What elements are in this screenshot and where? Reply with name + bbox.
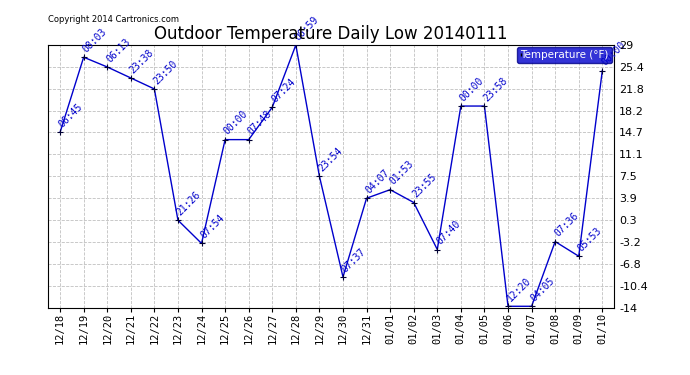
Text: 01:53: 01:53 bbox=[387, 159, 415, 187]
Text: 23:58: 23:58 bbox=[482, 75, 509, 103]
Text: 04:05: 04:05 bbox=[529, 276, 557, 303]
Text: 06:45: 06:45 bbox=[57, 102, 85, 129]
Text: 06:59: 06:59 bbox=[293, 14, 321, 42]
Legend: Temperature (°F): Temperature (°F) bbox=[518, 47, 612, 63]
Text: 07:24: 07:24 bbox=[269, 76, 297, 105]
Text: 21:26: 21:26 bbox=[175, 190, 203, 217]
Text: 07:36: 07:36 bbox=[552, 211, 580, 239]
Text: 05:53: 05:53 bbox=[576, 226, 604, 254]
Text: 07:37: 07:37 bbox=[340, 246, 368, 274]
Text: 00:00: 00:00 bbox=[600, 40, 627, 68]
Title: Outdoor Temperature Daily Low 20140111: Outdoor Temperature Daily Low 20140111 bbox=[155, 26, 508, 44]
Text: 00:00: 00:00 bbox=[458, 75, 486, 103]
Text: 07:54: 07:54 bbox=[199, 213, 226, 241]
Text: 08:03: 08:03 bbox=[81, 27, 108, 54]
Text: 04:07: 04:07 bbox=[364, 168, 391, 195]
Text: 23:50: 23:50 bbox=[152, 58, 179, 86]
Text: 07:40: 07:40 bbox=[435, 219, 462, 247]
Text: 23:55: 23:55 bbox=[411, 172, 439, 200]
Text: 07:48: 07:48 bbox=[246, 109, 274, 137]
Text: 12:20: 12:20 bbox=[505, 276, 533, 303]
Text: 06:13: 06:13 bbox=[104, 36, 132, 64]
Text: Copyright 2014 Cartronics.com: Copyright 2014 Cartronics.com bbox=[48, 15, 179, 24]
Text: 23:54: 23:54 bbox=[317, 146, 344, 174]
Text: 23:38: 23:38 bbox=[128, 47, 156, 75]
Text: 00:00: 00:00 bbox=[222, 109, 250, 137]
